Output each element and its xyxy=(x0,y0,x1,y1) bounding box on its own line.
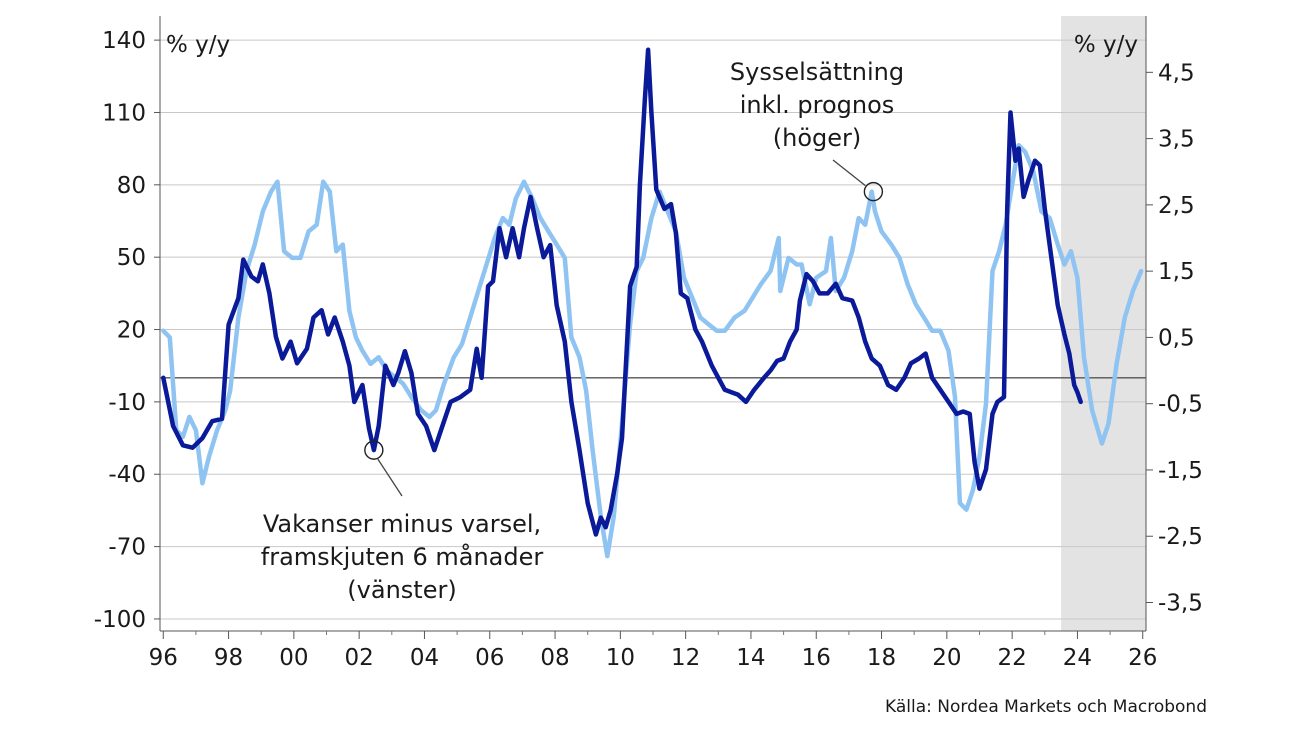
left-tick-label: 110 xyxy=(102,100,146,126)
series-line-vacancies xyxy=(161,47,1083,537)
left-tick-label: -40 xyxy=(108,462,146,488)
annotation-employment-line-1: Sysselsättning xyxy=(730,58,904,86)
series-layer xyxy=(161,47,1144,559)
x-tick-label: 22 xyxy=(997,645,1026,671)
forecast-shading-layer xyxy=(1061,16,1146,631)
left-tick-label: 20 xyxy=(117,318,146,344)
annotation-employment-line-3: (höger) xyxy=(773,124,862,152)
annotation-vacancies-line-1: Vakanser minus varsel, xyxy=(263,510,541,538)
annotation-employment-marker xyxy=(863,181,884,202)
x-tick-label: 14 xyxy=(736,645,765,671)
annotation-employment-line-2: inkl. prognos xyxy=(740,91,895,119)
annotation-vacancies: Vakanser minus varsel, framskjuten 6 mån… xyxy=(261,510,544,604)
right-tick-label: 1,5 xyxy=(1158,259,1195,285)
annotation-vacancies-leader xyxy=(377,458,403,497)
x-tick-label: 24 xyxy=(1063,645,1092,671)
right-tick-label: 4,5 xyxy=(1158,60,1195,86)
annotation-vacancies-marker xyxy=(364,440,384,460)
left-tick-label: -100 xyxy=(94,607,146,633)
right-tick-label: -0,5 xyxy=(1158,392,1203,418)
x-tick-label: 06 xyxy=(475,645,504,671)
left-axis-unit-label: % y/y xyxy=(166,32,230,58)
x-tick-label: 00 xyxy=(279,645,308,671)
x-tick-label: 18 xyxy=(867,645,896,671)
x-tick-label: 10 xyxy=(606,645,635,671)
forecast-shading xyxy=(1061,16,1146,631)
x-tick-label: 12 xyxy=(671,645,700,671)
series-line-employment xyxy=(161,142,1144,559)
annotation-vacancies-line-3: (vänster) xyxy=(347,576,456,604)
x-tick-label: 04 xyxy=(410,645,439,671)
x-tick-label: 16 xyxy=(802,645,831,671)
annotation-vacancies-line-2: framskjuten 6 månader xyxy=(261,542,544,571)
left-tick-label: -70 xyxy=(108,535,146,561)
x-tick-label: 98 xyxy=(214,645,243,671)
left-tick-label: 80 xyxy=(117,173,146,199)
x-tick-label: 96 xyxy=(149,645,178,671)
annotation-employment: Sysselsättning inkl. prognos (höger) xyxy=(730,58,904,152)
left-tick-label: -10 xyxy=(108,390,146,416)
axes-layer: 140 110 80 50 20 -10 -40 -70 -100 4,5 3,5 2,5 1,5 0,5… xyxy=(94,16,1203,671)
right-tick-label: -3,5 xyxy=(1158,591,1203,617)
x-tick-label: 02 xyxy=(345,645,374,671)
annotation-layer xyxy=(364,159,884,497)
right-tick-label: -2,5 xyxy=(1158,524,1203,550)
right-tick-label: -1,5 xyxy=(1158,458,1203,484)
right-axis-unit-label: % y/y xyxy=(1074,32,1138,58)
source-note: Källa: Nordea Markets och Macrobond xyxy=(885,697,1207,717)
right-tick-label: 3,5 xyxy=(1158,127,1195,153)
x-tick-label: 08 xyxy=(540,645,569,671)
left-tick-label: 50 xyxy=(117,245,146,271)
right-tick-label: 0,5 xyxy=(1158,325,1195,351)
x-tick-label: 20 xyxy=(932,645,961,671)
x-tick-label: 26 xyxy=(1128,645,1157,671)
annotation-employment-leader xyxy=(832,159,866,187)
left-tick-label: 140 xyxy=(102,28,146,54)
right-tick-label: 2,5 xyxy=(1158,193,1195,219)
